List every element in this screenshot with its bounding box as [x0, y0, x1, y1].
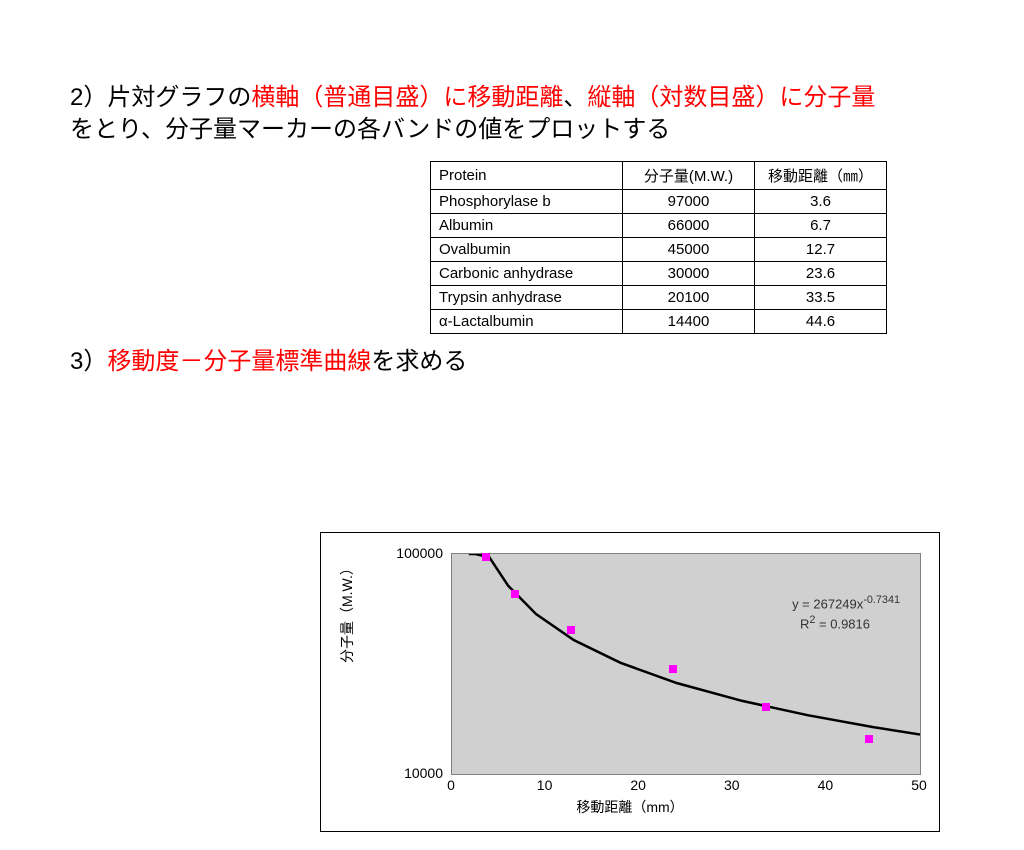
- table-row: Ovalbumin4500012.7: [431, 237, 887, 261]
- cell-protein: Ovalbumin: [431, 237, 623, 261]
- protein-table: Protein 分子量(M.W.) 移動距離（㎜） Phosphorylase …: [430, 161, 1024, 334]
- table-row: Albumin660006.7: [431, 213, 887, 237]
- y-axis-label: 分子量（M.W.）: [337, 561, 357, 663]
- data-point: [567, 626, 575, 634]
- cell-dist: 12.7: [755, 237, 887, 261]
- cell-mw: 97000: [623, 189, 755, 213]
- x-tick-label: 50: [904, 777, 934, 793]
- cell-mw: 66000: [623, 213, 755, 237]
- table-header-row: Protein 分子量(M.W.) 移動距離（㎜）: [431, 161, 887, 189]
- x-tick-label: 0: [436, 777, 466, 793]
- x-tick-label: 10: [530, 777, 560, 793]
- x-tick-label: 40: [810, 777, 840, 793]
- table-row: Trypsin anhydrase2010033.5: [431, 285, 887, 309]
- instruction-2: 2）片対グラフの横軸（普通目盛）に移動距離、縦軸（対数目盛）に分子量 をとり、分…: [70, 82, 1024, 147]
- plot-area: y = 267249x-0.7341 R2 = 0.9816: [451, 553, 921, 775]
- table-row: Phosphorylase b970003.6: [431, 189, 887, 213]
- cell-mw: 30000: [623, 261, 755, 285]
- cell-dist: 6.7: [755, 213, 887, 237]
- data-point: [669, 665, 677, 673]
- cell-protein: Carbonic anhydrase: [431, 261, 623, 285]
- cell-protein: α-Lactalbumin: [431, 309, 623, 333]
- text-red: 移動度－分子量標準曲線: [107, 348, 371, 375]
- x-axis-label: 移動距離（mm）: [321, 797, 939, 817]
- data-point: [511, 590, 519, 598]
- table-row: Carbonic anhydrase3000023.6: [431, 261, 887, 285]
- equation-text: y = 267249x-0.7341: [792, 594, 900, 611]
- table-row: α-Lactalbumin1440044.6: [431, 309, 887, 333]
- header-dist: 移動距離（㎜）: [755, 161, 887, 189]
- data-point: [865, 735, 873, 743]
- cell-protein: Albumin: [431, 213, 623, 237]
- data-point: [762, 703, 770, 711]
- cell-dist: 33.5: [755, 285, 887, 309]
- x-tick-label: 20: [623, 777, 653, 793]
- cell-protein: Phosphorylase b: [431, 189, 623, 213]
- text-red: 縦軸（対数目盛）に分子量: [587, 84, 875, 111]
- text: を求める: [371, 348, 467, 375]
- text: 3）: [70, 348, 107, 375]
- cell-dist: 44.6: [755, 309, 887, 333]
- data-point: [482, 553, 490, 561]
- cell-mw: 20100: [623, 285, 755, 309]
- text: 、: [563, 84, 587, 111]
- text-red: 横軸（普通目盛）に移動距離: [251, 84, 563, 111]
- cell-dist: 3.6: [755, 189, 887, 213]
- cell-mw: 45000: [623, 237, 755, 261]
- text: をとり、分子量マーカーの各バンドの値をプロットする: [70, 116, 670, 143]
- text: 2）片対グラフの: [70, 84, 251, 111]
- y-tick-label: 10000: [373, 765, 443, 781]
- cell-mw: 14400: [623, 309, 755, 333]
- fit-curve: [452, 554, 920, 774]
- r2-text: R2 = 0.9816: [800, 614, 870, 631]
- instruction-3: 3）移動度－分子量標準曲線を求める: [70, 346, 1024, 378]
- header-mw: 分子量(M.W.): [623, 161, 755, 189]
- y-tick-label: 100000: [373, 545, 443, 561]
- cell-protein: Trypsin anhydrase: [431, 285, 623, 309]
- mobility-mw-chart: y = 267249x-0.7341 R2 = 0.9816 分子量（M.W.）…: [320, 532, 940, 832]
- cell-dist: 23.6: [755, 261, 887, 285]
- header-protein: Protein: [431, 161, 623, 189]
- x-tick-label: 30: [717, 777, 747, 793]
